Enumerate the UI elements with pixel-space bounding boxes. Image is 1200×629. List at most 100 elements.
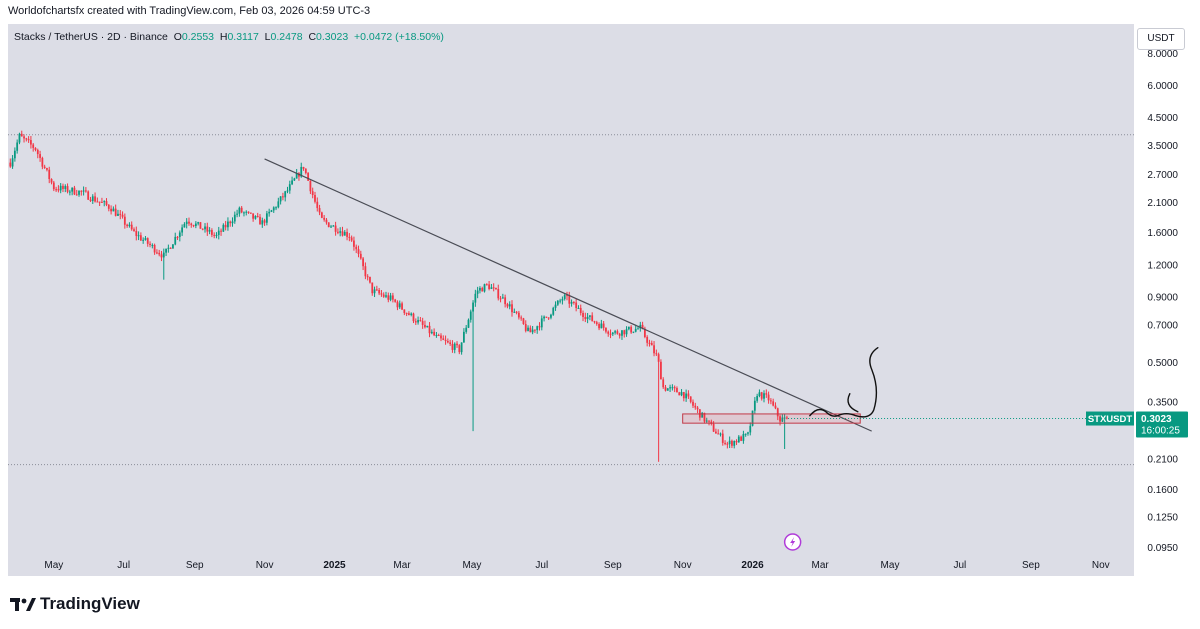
candle-body — [156, 252, 158, 254]
candle-body — [694, 405, 697, 408]
candle-body — [178, 232, 181, 237]
candle-body — [30, 140, 32, 145]
candle-body — [284, 191, 287, 198]
candle-body — [733, 440, 736, 446]
projection-arrow[interactable] — [809, 347, 879, 418]
candle-body — [240, 207, 243, 213]
candle-body — [508, 304, 511, 307]
candle-body — [490, 287, 493, 289]
candle-body — [139, 235, 142, 241]
footer-brand-text: TradingView — [40, 594, 140, 613]
candle-body — [137, 235, 140, 237]
candle-body — [717, 433, 720, 435]
candle-body — [204, 226, 206, 230]
candle-body — [605, 327, 607, 332]
candle-body — [396, 301, 399, 308]
x-tick-label: Mar — [393, 560, 411, 571]
candle-body — [325, 219, 328, 223]
y-tick-label: 3.5000 — [1147, 141, 1178, 152]
candle-body — [517, 312, 520, 318]
candle-body — [410, 313, 413, 315]
price-tag-countdown: 16:00:25 — [1141, 426, 1180, 437]
y-tick-label: 1.6000 — [1147, 228, 1178, 239]
y-tick-label: 0.2100 — [1147, 455, 1178, 466]
candle-body — [735, 440, 738, 443]
candle-body — [495, 287, 497, 290]
currency-button[interactable]: USDT — [1137, 28, 1185, 50]
candle-body — [84, 190, 87, 192]
candle-body — [167, 247, 170, 249]
candle-body — [270, 210, 273, 212]
candle-body — [91, 196, 94, 201]
candle-body — [282, 196, 284, 198]
trendline[interactable] — [264, 158, 872, 432]
candle-body — [117, 213, 119, 216]
candle-body — [774, 405, 777, 409]
candle-body — [13, 150, 16, 159]
candle-body — [568, 296, 571, 304]
candle-body — [87, 191, 90, 200]
candle-body — [680, 392, 683, 396]
candle-body — [728, 440, 731, 445]
candle-body — [158, 252, 161, 255]
y-tick-label: 0.1250 — [1147, 512, 1178, 523]
candle-body — [529, 327, 532, 333]
candle-body — [224, 224, 227, 228]
candle-body — [39, 154, 41, 158]
candle-body — [547, 317, 550, 319]
candle-body — [446, 341, 449, 343]
candle-body — [394, 299, 397, 302]
projection-arrow-hook — [847, 393, 859, 413]
candle-body — [263, 220, 266, 223]
candle-body — [185, 221, 188, 225]
candle-body — [254, 215, 257, 219]
candle-body — [57, 189, 60, 191]
candle-body — [776, 408, 779, 417]
candle-body — [705, 420, 708, 422]
candle-body — [657, 354, 660, 362]
y-tick-label: 2.1000 — [1147, 198, 1178, 209]
candle-body — [437, 335, 440, 337]
low-label: L — [264, 31, 271, 43]
candle-body — [172, 244, 174, 249]
candle-body — [34, 147, 37, 150]
x-tick-label: Nov — [674, 560, 692, 571]
price-axis[interactable] — [1134, 24, 1192, 576]
candle-body — [98, 201, 101, 203]
candle-body — [247, 211, 250, 213]
candle-body — [55, 189, 58, 191]
chart-panel[interactable] — [8, 24, 1134, 576]
candle-body — [229, 221, 232, 224]
candle-body — [769, 400, 772, 402]
candle-body — [339, 231, 342, 233]
x-tick-label: 2026 — [741, 560, 764, 571]
change-value: +0.0472 (+18.50%) — [354, 31, 444, 43]
candle-body — [130, 224, 133, 230]
candle-body — [513, 311, 516, 313]
high-value: 0.3117 — [227, 31, 259, 43]
tradingview-logo-icon — [10, 598, 36, 611]
candle-body — [369, 276, 371, 283]
candle-body — [25, 138, 28, 140]
candle-body — [78, 190, 80, 195]
candle-body — [295, 173, 298, 179]
candle-body — [398, 303, 401, 308]
candle-body — [52, 182, 55, 190]
candle-body — [458, 345, 461, 353]
candle-body — [227, 221, 229, 228]
candle-body — [577, 307, 580, 309]
candle-body — [534, 329, 536, 331]
candle-body — [719, 433, 722, 435]
candle-body — [75, 194, 78, 196]
candle-body — [572, 301, 575, 303]
y-tick-label: 2.7000 — [1147, 170, 1178, 181]
candle-body — [27, 139, 30, 141]
candle-body — [643, 328, 646, 337]
candle-body — [181, 227, 184, 233]
candle-body — [121, 214, 124, 217]
candle-body — [309, 180, 312, 192]
candle-body — [451, 343, 454, 350]
candle-body — [611, 332, 614, 335]
candle-body — [676, 388, 678, 393]
